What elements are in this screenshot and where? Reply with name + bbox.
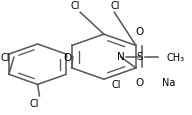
Text: O: O [136,26,144,36]
Text: CH₃: CH₃ [166,52,185,62]
Text: Cl: Cl [71,1,80,11]
Text: S: S [137,52,143,62]
Text: N: N [117,52,125,62]
Text: Cl: Cl [111,1,120,11]
Text: O: O [136,77,144,87]
Text: Cl: Cl [1,53,10,63]
Text: Cl: Cl [112,80,121,90]
Text: Na: Na [162,77,175,87]
Text: Cl: Cl [30,99,40,109]
Text: O: O [64,52,72,62]
